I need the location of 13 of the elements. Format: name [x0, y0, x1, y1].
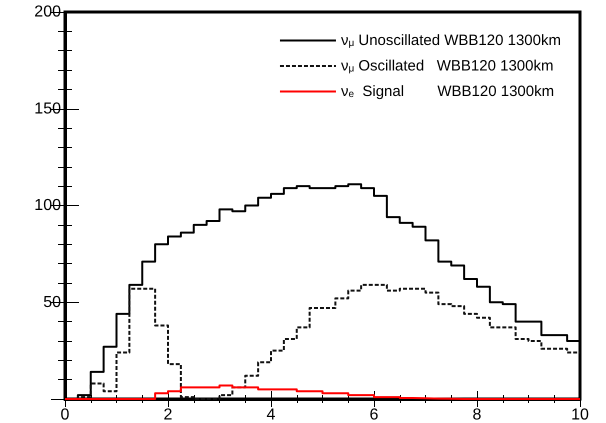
legend-label: νμ Unoscillated WBB120 1300km [340, 32, 562, 49]
x-tick-label: 4 [266, 406, 276, 423]
y-tick-label: 200 [34, 4, 62, 20]
x-tick-label: 2 [164, 406, 173, 423]
legend-label: νe Signal WBB120 1300km [340, 83, 554, 100]
x-tick-label: 10 [571, 406, 589, 423]
x-tick-label: 8 [472, 406, 482, 423]
y-tick-label: 150 [34, 100, 62, 118]
legend-label: νμ Oscillated WBB120 1300km [340, 58, 554, 74]
y-tick-label: 100 [34, 197, 62, 214]
y-tick-label: 50 [43, 294, 62, 311]
x-tick-label: 6 [370, 406, 379, 423]
x-tick-label: 0 [60, 406, 70, 423]
